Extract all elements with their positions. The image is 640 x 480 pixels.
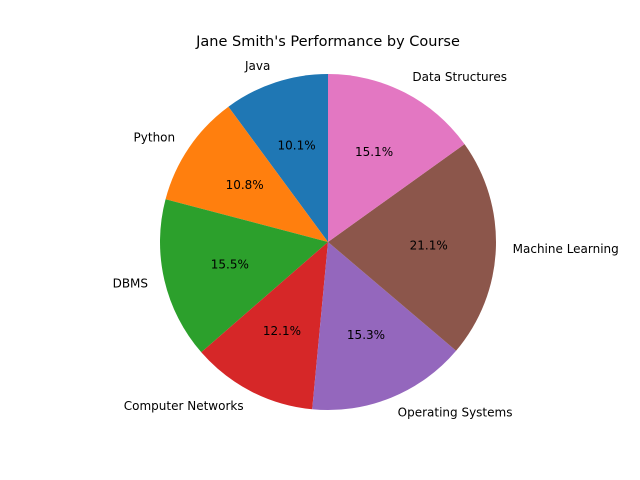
slice-label-machine-learning: Machine Learning — [513, 242, 619, 256]
slice-percent-python: 10.8% — [226, 178, 264, 192]
slice-percent-data-structures: 15.1% — [355, 145, 393, 159]
slice-percent-dbms: 15.5% — [211, 257, 249, 271]
slice-label-computer-networks: Computer Networks — [124, 399, 244, 413]
slice-percent-machine-learning: 21.1% — [410, 239, 448, 253]
pie-labels: Java 10.1% Python 10.8% DBMS 15.5% Computer Ne… — [113, 59, 619, 420]
slice-label-dbms: DBMS — [113, 277, 148, 291]
slice-percent-computer-networks: 12.1% — [263, 324, 301, 338]
slice-label-data-structures: Data Structures — [412, 70, 507, 84]
slice-percent-operating-systems: 15.3% — [347, 328, 385, 342]
pie-slices — [160, 74, 497, 410]
pie-slice-dbms — [160, 199, 328, 353]
pie-slice-python — [165, 106, 328, 242]
slice-label-operating-systems: Operating Systems — [398, 406, 513, 420]
pie-slice-operating-systems — [312, 242, 457, 410]
pie-slice-machine-learning — [328, 144, 497, 351]
pie-slice-computer-networks — [201, 242, 328, 410]
slice-percent-java: 10.1% — [277, 139, 315, 153]
slice-label-python: Python — [134, 131, 176, 145]
pie-slice-data-structures — [328, 74, 465, 242]
slice-label-java: Java — [244, 59, 270, 73]
pie-slice-java — [228, 74, 328, 242]
chart-title: Jane Smith's Performance by Course — [196, 34, 460, 50]
